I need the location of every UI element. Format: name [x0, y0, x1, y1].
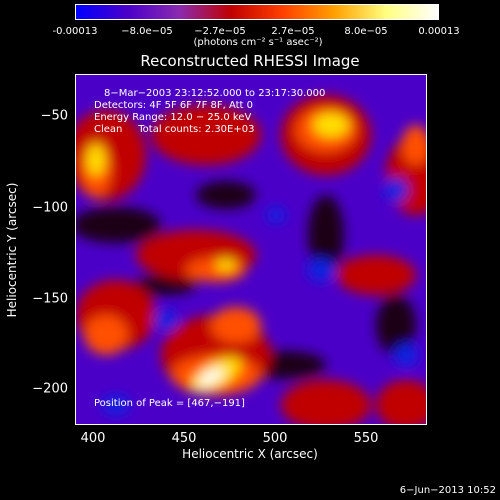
y-tick: −200 — [32, 381, 68, 397]
y-tick: −100 — [32, 200, 68, 216]
x-tick: 450 — [171, 431, 197, 446]
plot-title: Reconstructed RHESSI Image — [140, 52, 360, 70]
colorbar-tick: −8.0e−05 — [121, 26, 173, 37]
info-time-range: 8−Mar−2003 23:12:52.000 to 23:17:30.000 — [104, 88, 326, 99]
y-tick: −50 — [40, 108, 68, 124]
x-tick: 400 — [80, 431, 106, 446]
info-energy-range: Energy Range: 12.0 − 25.0 keV — [94, 112, 252, 123]
generation-date: 6−Jun−2013 10:52 — [399, 485, 496, 496]
colorbar-tick: −2.7e−05 — [194, 26, 246, 37]
colorbar-tick: 8.0e−05 — [344, 26, 388, 37]
flux-map — [76, 75, 426, 424]
colorbar-units: (photons cm⁻² s⁻¹ asec⁻²) — [193, 37, 323, 48]
y-axis-label: Heliocentric Y (arcsec) — [5, 182, 19, 318]
peak-position-label: Position of Peak = [467,−191] — [94, 398, 245, 409]
x-tick: 500 — [262, 431, 288, 446]
colorbar-tick: -0.00013 — [52, 26, 98, 37]
colorbar-tick: 2.7e−05 — [271, 26, 315, 37]
x-axis-label: Heliocentric X (arcsec) — [182, 447, 318, 461]
colorbar-tick: 0.00013 — [418, 26, 460, 37]
colorbar — [75, 4, 439, 20]
x-tick: 550 — [353, 431, 379, 446]
y-tick: −150 — [32, 291, 68, 307]
image-plot: 8−Mar−2003 23:12:52.000 to 23:17:30.000 … — [75, 74, 427, 425]
info-clean-counts: Clean Total counts: 2.30E+03 — [94, 124, 255, 135]
info-detectors: Detectors: 4F 5F 6F 7F 8F, Att 0 — [94, 100, 254, 111]
